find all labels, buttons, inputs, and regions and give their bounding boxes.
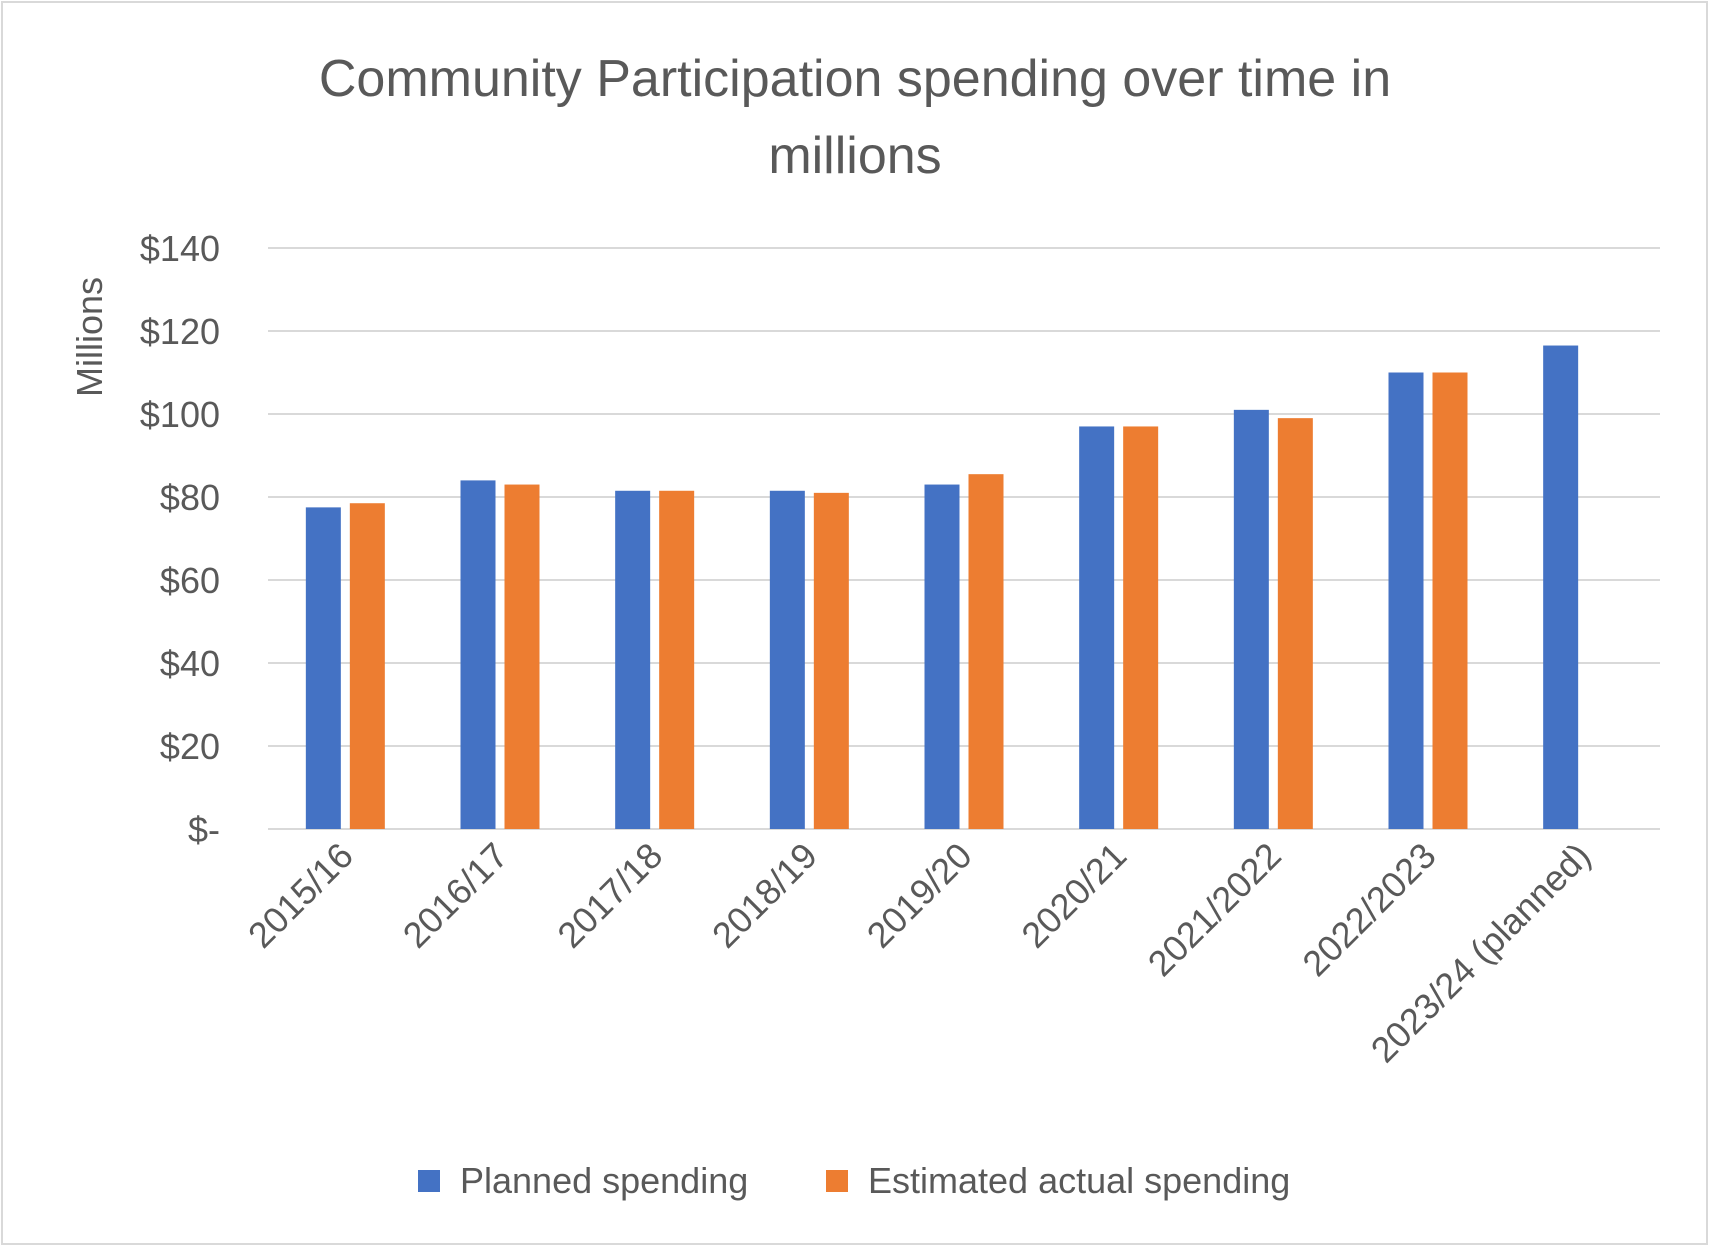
- bar: [968, 474, 1004, 829]
- bar: [460, 480, 496, 829]
- x-tick-label: 2020/21: [1013, 835, 1134, 956]
- chart-title-line-1: Community Participation spending over ti…: [319, 50, 1391, 108]
- legend: Planned spending Estimated actual spendin…: [418, 1160, 1290, 1201]
- bar: [1388, 372, 1424, 829]
- bar: [813, 492, 849, 829]
- bar: [659, 490, 695, 829]
- x-tick-label: 2021/2022: [1140, 835, 1289, 984]
- x-tick-label: 2018/19: [704, 835, 825, 956]
- legend-label: Estimated actual spending: [868, 1160, 1290, 1201]
- x-tick-label: 2017/18: [549, 835, 670, 956]
- bar: [1079, 426, 1115, 829]
- bar: [1432, 372, 1468, 829]
- legend-swatch: [826, 1170, 848, 1192]
- y-tick-label: $40: [160, 643, 220, 684]
- bar: [305, 507, 341, 829]
- bar: [615, 490, 651, 829]
- y-axis-label: Millions: [69, 277, 110, 397]
- y-tick-label: $120: [140, 311, 220, 352]
- y-tick-label: $100: [140, 394, 220, 435]
- bar: [1123, 426, 1159, 829]
- bar: [1277, 418, 1313, 829]
- legend-label: Planned spending: [460, 1160, 748, 1201]
- x-tick-label: 2015/16: [240, 835, 361, 956]
- gridlines: [268, 247, 1660, 830]
- y-tick-label: $-: [188, 809, 220, 850]
- bar: [769, 490, 805, 829]
- y-tick-label: $20: [160, 726, 220, 767]
- y-tick-label: $140: [140, 228, 220, 269]
- legend-swatch: [418, 1170, 440, 1192]
- bar: [1543, 345, 1579, 829]
- bar: [349, 503, 385, 829]
- bar: [1233, 409, 1269, 829]
- y-tick-label: $60: [160, 560, 220, 601]
- y-tick-label: $80: [160, 477, 220, 518]
- x-tick-label: 2016/17: [395, 835, 516, 956]
- y-axis-ticks: $- $20 $40 $60 $80 $100 $120 $140: [140, 228, 220, 850]
- bar: [504, 484, 540, 829]
- bar: [924, 484, 960, 829]
- x-axis-ticks: 2015/16 2016/17 2017/18 2018/19 2019/20 2020/…: [240, 835, 1598, 1071]
- bars: [305, 345, 1579, 829]
- x-tick-label: 2019/20: [859, 835, 980, 956]
- chart-title-line-2: millions: [768, 127, 941, 185]
- x-tick-label: 2022/2023: [1294, 835, 1443, 984]
